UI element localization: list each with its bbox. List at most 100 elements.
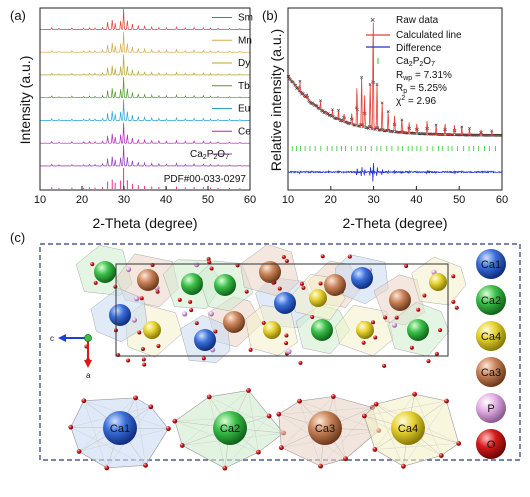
oxygen-atom [172,418,178,424]
trace-label: Eu [238,104,250,115]
panel-b-frame [287,7,503,191]
oxygen-atom [373,401,379,407]
oxygen-atom [278,445,284,451]
trace-sm [39,8,250,30]
calcium-atom-ca4 [356,321,374,339]
raw-data-point [386,110,390,114]
legend-atom-p [476,393,506,423]
raw-data-point [297,89,301,93]
x-tick-label: 50 [202,194,214,206]
trace-mn [40,31,250,53]
legend-phase-label: Ca2P2O7 [396,56,435,68]
oxygen-atom [281,255,286,260]
panel-c-frame [39,243,521,461]
legend-atom-ca2 [476,285,506,315]
panel-b-xlabel: 2-Theta (degree) [342,215,447,231]
oxygen-atom [133,395,138,401]
oxygen-atom [90,262,95,267]
oxygen-atom [137,330,142,335]
oxygen-atom [422,293,427,298]
oxygen-atom [93,280,98,285]
oxygen-atom [347,254,352,259]
phosphorus-atom [134,296,140,302]
calcium-atom-ca2 [407,319,429,341]
phosphorus-atom [286,348,292,355]
oxygen-atom [330,394,336,399]
central-atom-ca1 [103,411,137,445]
edge [364,400,447,417]
oxygen-atom [284,259,289,264]
oxygen-atom [113,284,118,289]
calcium-atom-ca3 [324,274,346,296]
raw-data-point [380,101,384,105]
oxygen-atom [284,341,289,346]
raw-data-point [337,108,340,112]
panel-a-traces [39,8,250,189]
panel-a: (a) 10 20 30 40 50 60 2-Theta (degree) Intens… [10,7,256,231]
calcium-atom-ca1 [194,329,216,351]
x-tick-label: 10 [34,194,46,206]
oxygen-atom [207,260,212,265]
oxygen-atom [206,394,212,400]
oxygen-atom [213,329,218,334]
calcium-atom-ca4 [143,321,161,339]
legend-raw-marker: × [370,15,375,25]
calcium-atom-ca2 [311,319,333,341]
oxygen-atom [261,320,266,325]
a-axis-arrowhead [84,360,92,368]
oxygen-atom [454,305,459,310]
oxygen-atom [255,449,261,455]
oxygen-atom [451,274,456,279]
calcium-atom-ca1 [351,267,373,289]
x-tick-label: 20 [325,194,337,206]
x-tick-label: 30 [367,194,379,206]
oxygen-atom [361,340,366,345]
legend-atom-ca1 [476,249,506,279]
oxygen-atom [373,335,378,340]
oxygen-atom [141,357,146,362]
oxygen-atom [165,426,171,432]
oxygen-atom [318,281,323,286]
trace-label: Sm [238,13,253,24]
crystal-structure [75,244,467,368]
oxygen-atom [426,359,431,364]
oxygen-atom [434,351,439,356]
calcium-atom-ca4 [309,289,327,307]
trace-label: Ca2P2O7 [190,149,229,161]
edge [135,397,146,466]
calcium-atom-ca2 [94,261,116,283]
oxygen-atom [310,314,315,319]
oxygen-atom [246,388,251,393]
oxygen-atom [104,465,110,471]
oxygen-atom [438,453,444,458]
legend-atom-ca4 [476,321,506,351]
axis-indicator: c a [50,334,92,380]
oxygen-atom [412,391,418,397]
oxygen-atom [156,344,161,349]
oxygen-atom [140,347,145,352]
oxygen-atom [451,299,456,304]
calcium-atom-ca2 [214,274,236,296]
trace-ce [39,122,250,144]
panel-b: (b) 10 20 30 40 50 60 2-Theta (degree) Relati… [262,7,508,231]
x-tick-label: 60 [244,194,256,206]
trace-label: Tb [238,81,250,92]
oxygen-atom [394,315,399,320]
difference-line [287,163,503,182]
phosphorus-atom [208,311,214,317]
oxygen-atom [189,308,194,313]
legend-rp: Rp = 5.25% [396,83,447,95]
oxygen-atom [155,289,160,294]
legend-atom-label: Ca3 [481,367,501,379]
panel-b-ylabel: Relative intensity (a.u.) [268,29,284,171]
x-tick-label: 40 [160,194,172,206]
panel-c-label: (c) [10,230,25,245]
oxygen-atom [206,256,211,261]
calcium-atom-ca4 [429,273,447,291]
x-tick-label: 40 [410,194,422,206]
calcium-atom-ca3 [223,311,245,333]
panel-a-ylabel: Intensity (a.u.) [17,56,33,145]
x-tick-label: 30 [118,194,130,206]
panel-b-plot [286,22,503,182]
oxygen-atom [409,345,414,350]
